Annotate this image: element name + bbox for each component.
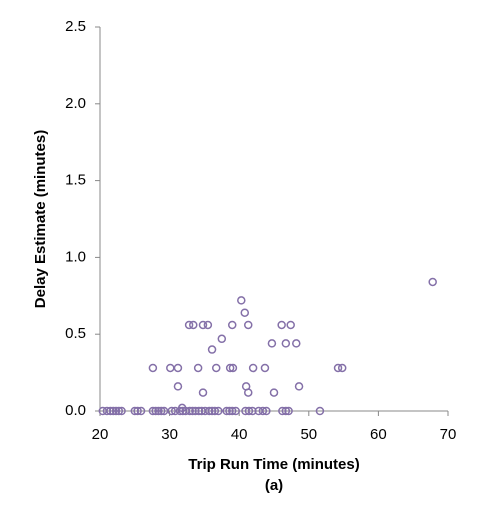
point — [294, 382, 304, 391]
point — [114, 406, 124, 416]
point — [151, 406, 160, 416]
point — [173, 382, 183, 391]
point — [269, 388, 279, 397]
point — [248, 363, 258, 373]
caption: (a) — [265, 477, 283, 494]
point — [198, 320, 208, 330]
point — [148, 406, 158, 416]
point — [193, 363, 203, 373]
point — [189, 320, 198, 330]
point — [231, 406, 240, 416]
point — [184, 320, 194, 330]
point — [243, 320, 253, 330]
point — [260, 363, 270, 373]
point — [117, 406, 126, 416]
point — [207, 345, 217, 354]
y-tick-label: 1.5 — [65, 172, 86, 189]
x-axis-title: Trip Run Time (minutes) — [188, 456, 359, 473]
point — [281, 406, 291, 416]
point — [133, 406, 142, 416]
point — [205, 406, 214, 416]
point — [281, 339, 291, 348]
point — [148, 363, 158, 373]
point — [156, 406, 166, 416]
point — [166, 363, 175, 373]
point — [267, 339, 277, 348]
point — [244, 406, 254, 416]
point — [211, 363, 221, 373]
x-tick-label: 50 — [300, 426, 317, 443]
y-tick-label: 1.0 — [65, 248, 86, 265]
point — [173, 363, 183, 373]
point — [258, 406, 268, 416]
x-tick-label: 60 — [370, 426, 387, 443]
y-tick-label: 0.0 — [65, 402, 86, 419]
point — [428, 277, 437, 287]
point — [237, 296, 246, 305]
point — [210, 406, 220, 416]
x-tick-label: 20 — [92, 426, 109, 443]
y-axis-title: Delay Estimate (minutes) — [32, 130, 49, 308]
y-tick-label: 2.5 — [65, 18, 86, 35]
point — [167, 406, 176, 416]
point — [227, 406, 237, 416]
point — [262, 406, 271, 416]
y-tick-label: 0.5 — [65, 325, 86, 342]
point — [333, 363, 343, 373]
point — [217, 334, 227, 344]
point — [286, 320, 295, 330]
x-tick-label: 40 — [231, 426, 248, 443]
point — [154, 406, 163, 416]
point — [277, 320, 286, 330]
point — [214, 406, 223, 416]
point — [315, 406, 325, 416]
point — [185, 406, 195, 416]
point — [284, 406, 293, 416]
point — [108, 406, 118, 416]
point — [222, 406, 231, 416]
point — [228, 363, 238, 373]
x-tick-label: 70 — [440, 426, 457, 443]
point — [337, 363, 347, 373]
point — [136, 406, 146, 416]
x-tick-label: 30 — [161, 426, 178, 443]
point — [243, 388, 253, 397]
y-tick-label: 2.0 — [65, 95, 86, 112]
point — [111, 406, 121, 416]
point — [227, 320, 237, 330]
point — [225, 363, 235, 373]
point — [177, 403, 187, 413]
point — [203, 320, 213, 330]
point — [106, 406, 115, 416]
point — [240, 308, 250, 317]
point — [198, 388, 208, 397]
point — [292, 339, 301, 348]
